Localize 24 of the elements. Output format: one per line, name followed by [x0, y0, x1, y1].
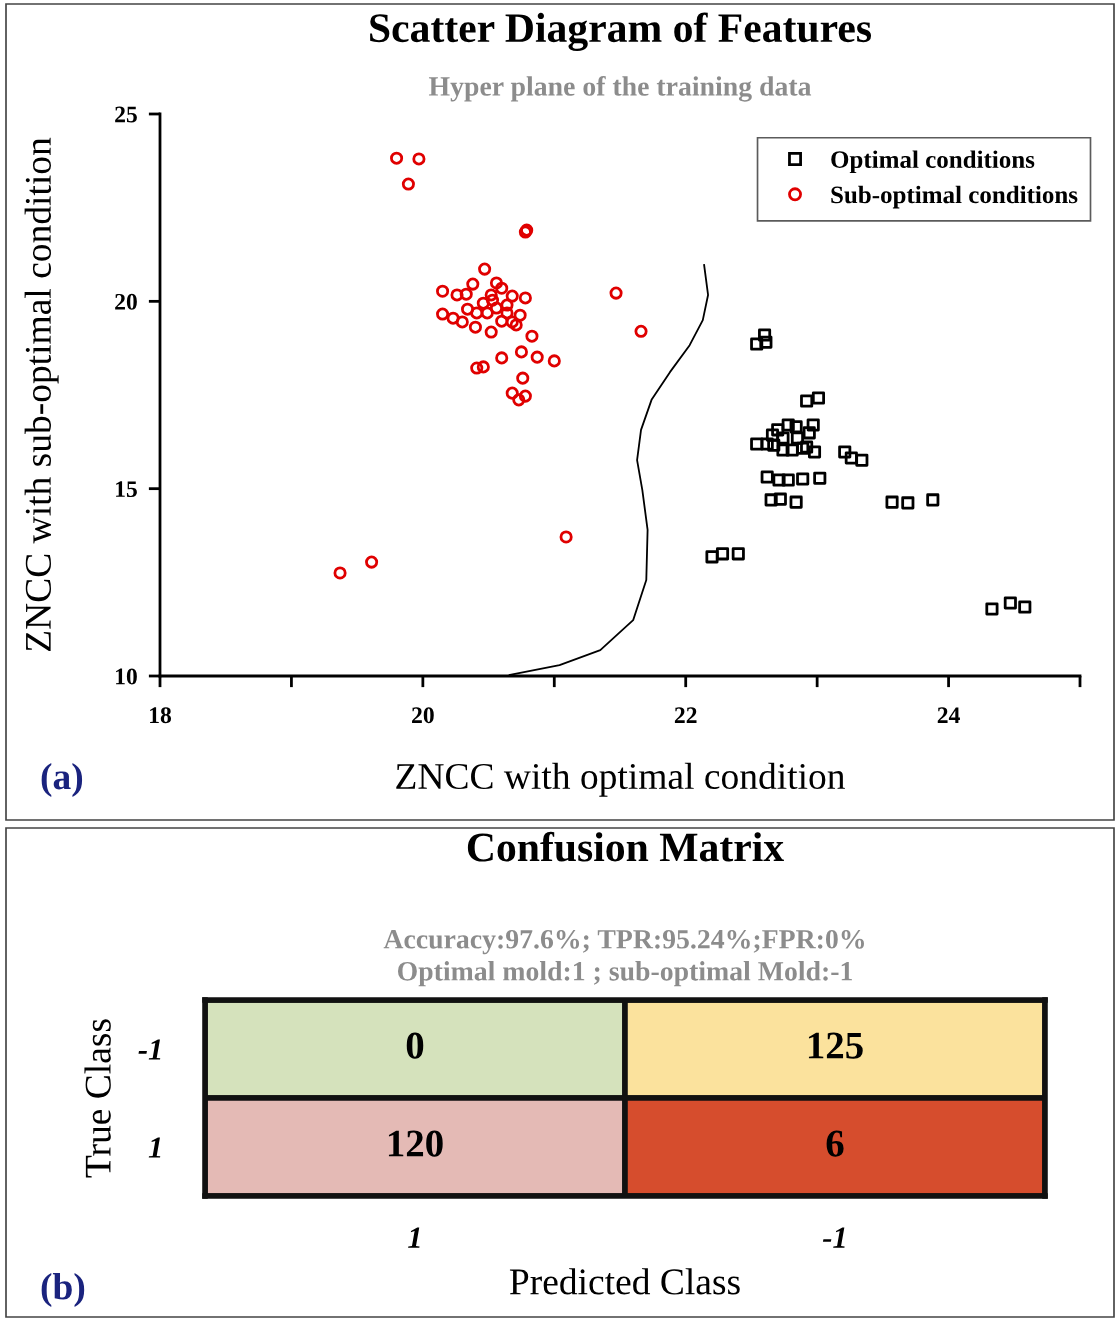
x-axis-title: Predicted Class — [509, 1268, 740, 1295]
chart-title: Confusion Matrix — [467, 831, 784, 862]
y-tick-label: 25 — [115, 106, 137, 123]
y-tick-label: 10 — [116, 668, 137, 685]
y-tick-label: 15 — [116, 481, 137, 498]
x-tick-label: 22 — [674, 707, 697, 723]
y-axis-title: True Class — [84, 1019, 111, 1178]
legend-label: Optimal conditions — [831, 150, 1035, 174]
text: (b) — [41, 1273, 85, 1307]
chart-title: Scatter Diagram of Features — [370, 12, 872, 51]
legend-label: Sub-optimal conditions — [831, 185, 1078, 209]
y-axis-title: ZNCC with sub-optimal condition — [24, 137, 59, 652]
chart-subtitle: Accuracy:97.6%; TPR:95.24%;FPR:0% Optimal mold:1 ; sub-optimal Mold:-1 — [383, 929, 864, 987]
x-tick-label: 20 — [412, 707, 434, 724]
data-label: 6 — [826, 1130, 844, 1157]
data-label: 0 — [406, 1032, 424, 1059]
data-label: 120 — [388, 1130, 443, 1157]
data-label: 125 — [808, 1032, 863, 1059]
x-tick-label: 18 — [150, 707, 172, 724]
y-tick-label: 20 — [115, 293, 137, 310]
chart-subtitle: Hyper plane of the training data — [428, 75, 812, 102]
text: (a) — [41, 763, 83, 797]
x-axis-title: ZNCC with optimal condition — [396, 762, 845, 797]
x-tick-label: 24 — [937, 707, 960, 723]
